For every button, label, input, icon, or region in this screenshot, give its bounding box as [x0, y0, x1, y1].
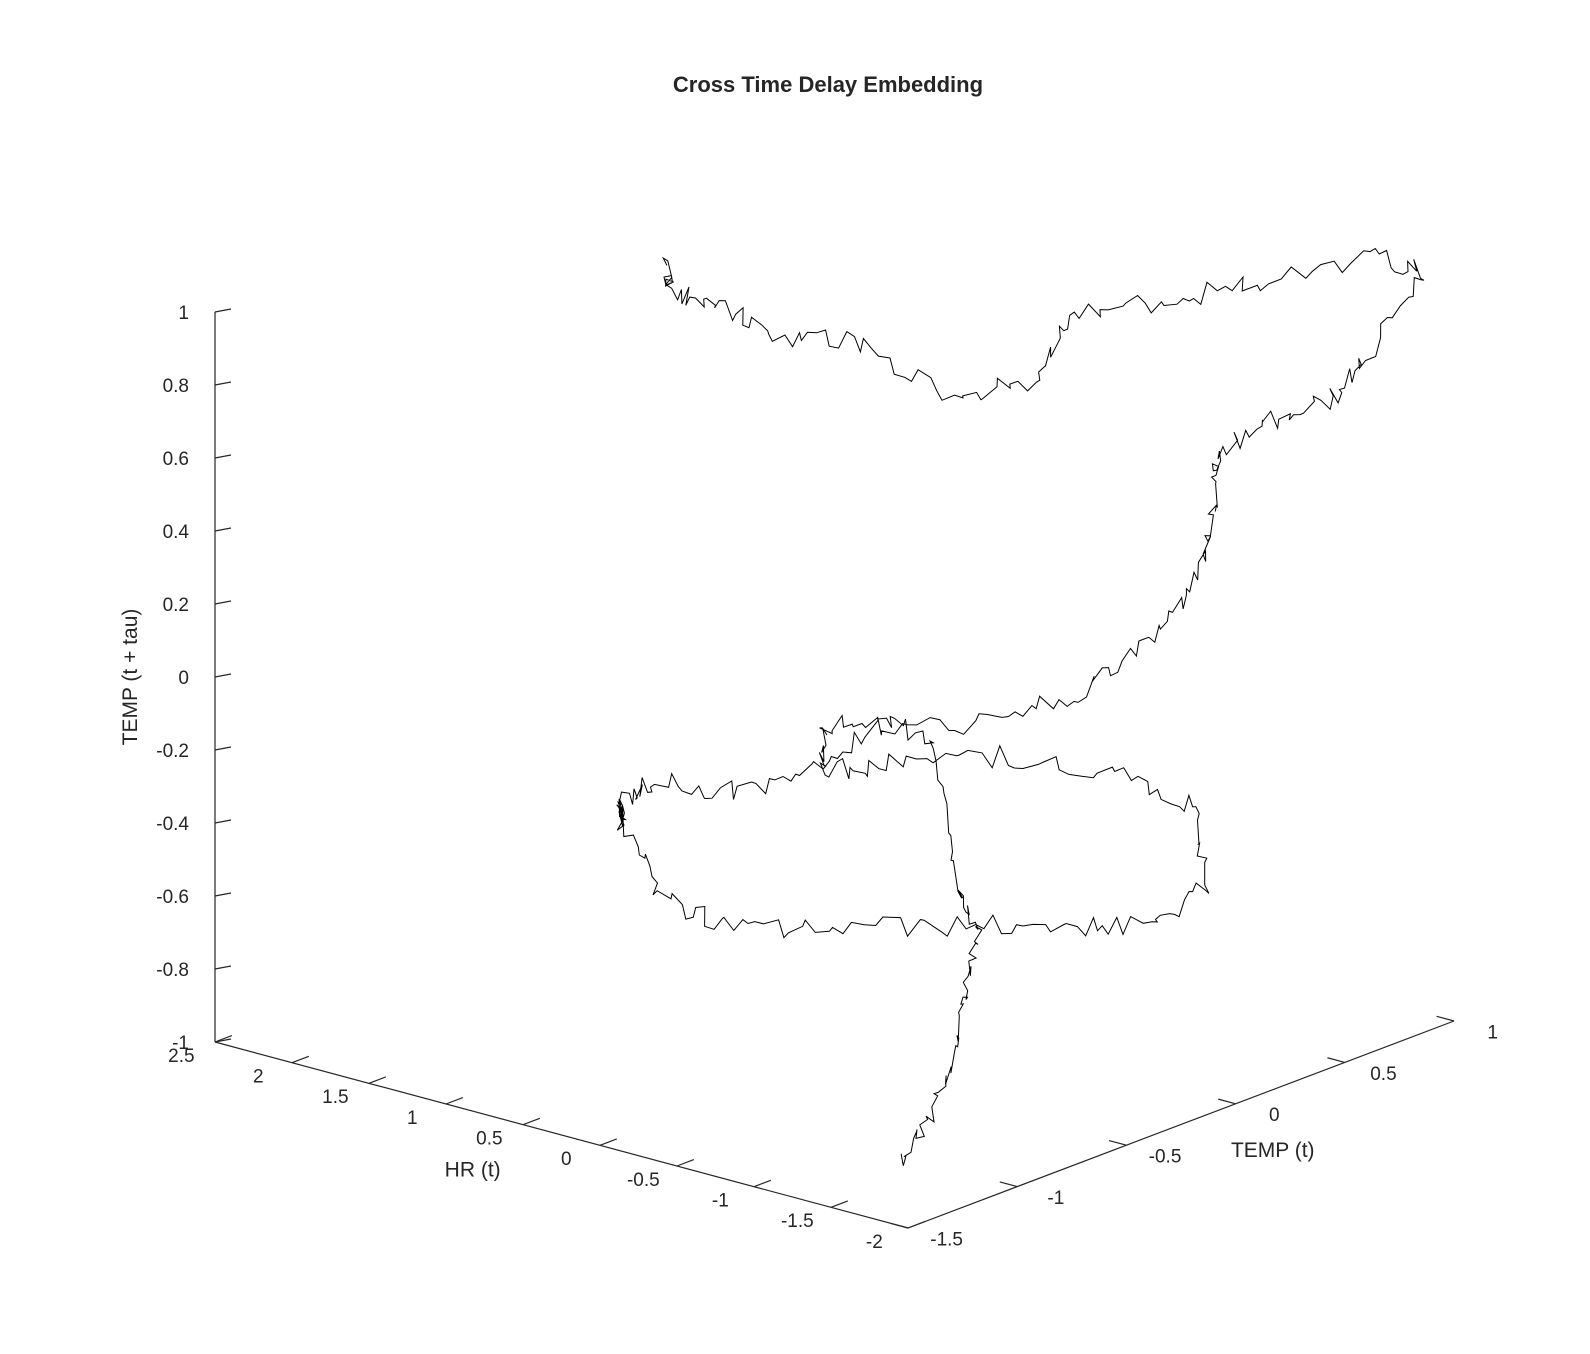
z-axis-label: TEMP (t + tau) [119, 609, 142, 746]
y-tick-mark [1327, 1057, 1345, 1063]
y-tick-mark [1436, 1015, 1455, 1022]
y-tick-label: 0.5 [1370, 1064, 1396, 1085]
z-tick-mark [214, 527, 232, 532]
z-tick-label: 1 [178, 303, 189, 324]
z-tick-mark [214, 1038, 232, 1043]
z-tick-mark [214, 746, 232, 751]
x-tick-mark [907, 1221, 926, 1229]
z-tick-label: 0.4 [163, 522, 190, 543]
x-tick-label: -2 [866, 1232, 883, 1253]
y-tick-mark [1108, 1139, 1127, 1146]
z-tick-label: -0.4 [156, 814, 189, 835]
z-tick-label: -1 [172, 1033, 189, 1054]
x-axis-label: HR (t) [445, 1159, 501, 1182]
x-axis-line [214, 1041, 909, 1229]
ticks: -2 -1.5 -1 -0.5 0 0.5 1 1.5 2 2.5 -1.5 -1 -0.5 0 0.5 1 -… [156, 303, 1498, 1253]
z-tick-label: 0.6 [163, 449, 189, 470]
x-tick-label: 1 [407, 1108, 418, 1129]
x-tick-label: -1.5 [781, 1211, 814, 1232]
y-tick-label: 1 [1487, 1022, 1498, 1043]
x-tick-mark [753, 1179, 772, 1188]
x-tick-mark [676, 1159, 695, 1167]
x-tick-mark [522, 1117, 541, 1126]
z-tick-mark [214, 308, 232, 313]
x-tick-label: 0 [561, 1149, 572, 1170]
y-tick-label: 0 [1269, 1105, 1280, 1126]
x-tick-mark [291, 1055, 310, 1064]
plot-area [616, 247, 1425, 1166]
x-tick-mark [830, 1200, 849, 1208]
y-tick-label: -1 [1047, 1188, 1064, 1209]
z-tick-mark [214, 965, 232, 970]
trajectory-line-0 [616, 247, 1425, 1166]
z-tick-mark [214, 892, 232, 897]
y-axis-line [907, 1020, 1455, 1229]
y-axis-label: TEMP (t) [1231, 1139, 1315, 1162]
x-tick-mark [599, 1138, 618, 1146]
z-tick-label: -0.8 [156, 960, 189, 981]
y-tick-mark [1218, 1098, 1236, 1105]
y-tick-label: -0.5 [1149, 1147, 1182, 1168]
z-tick-mark [214, 600, 232, 605]
z-tick-mark [214, 454, 232, 459]
x-tick-label: 1.5 [322, 1087, 348, 1108]
y-tick-label: -1.5 [930, 1229, 963, 1250]
x-tick-label: 0.5 [476, 1128, 502, 1149]
x-tick-label: -0.5 [627, 1170, 660, 1191]
z-tick-mark [214, 673, 232, 678]
chart-title: Cross Time Delay Embedding [673, 72, 983, 97]
z-tick-label: -0.2 [156, 741, 189, 762]
z-tick-label: 0.8 [163, 376, 189, 397]
x-tick-label: 2.5 [168, 1046, 194, 1067]
z-tick-mark [214, 381, 232, 386]
z-tick-label: 0.2 [163, 595, 189, 616]
z-tick-label: -0.6 [156, 887, 189, 908]
x-tick-label: -1 [712, 1190, 729, 1211]
y-tick-mark [999, 1181, 1018, 1188]
axes [214, 312, 1455, 1229]
z-tick-label: 0 [178, 668, 189, 689]
z-tick-mark [214, 819, 232, 824]
x-tick-label: 2 [253, 1066, 264, 1087]
x-tick-mark [445, 1097, 464, 1105]
x-tick-mark [368, 1076, 387, 1084]
y-tick-mark [890, 1222, 909, 1229]
